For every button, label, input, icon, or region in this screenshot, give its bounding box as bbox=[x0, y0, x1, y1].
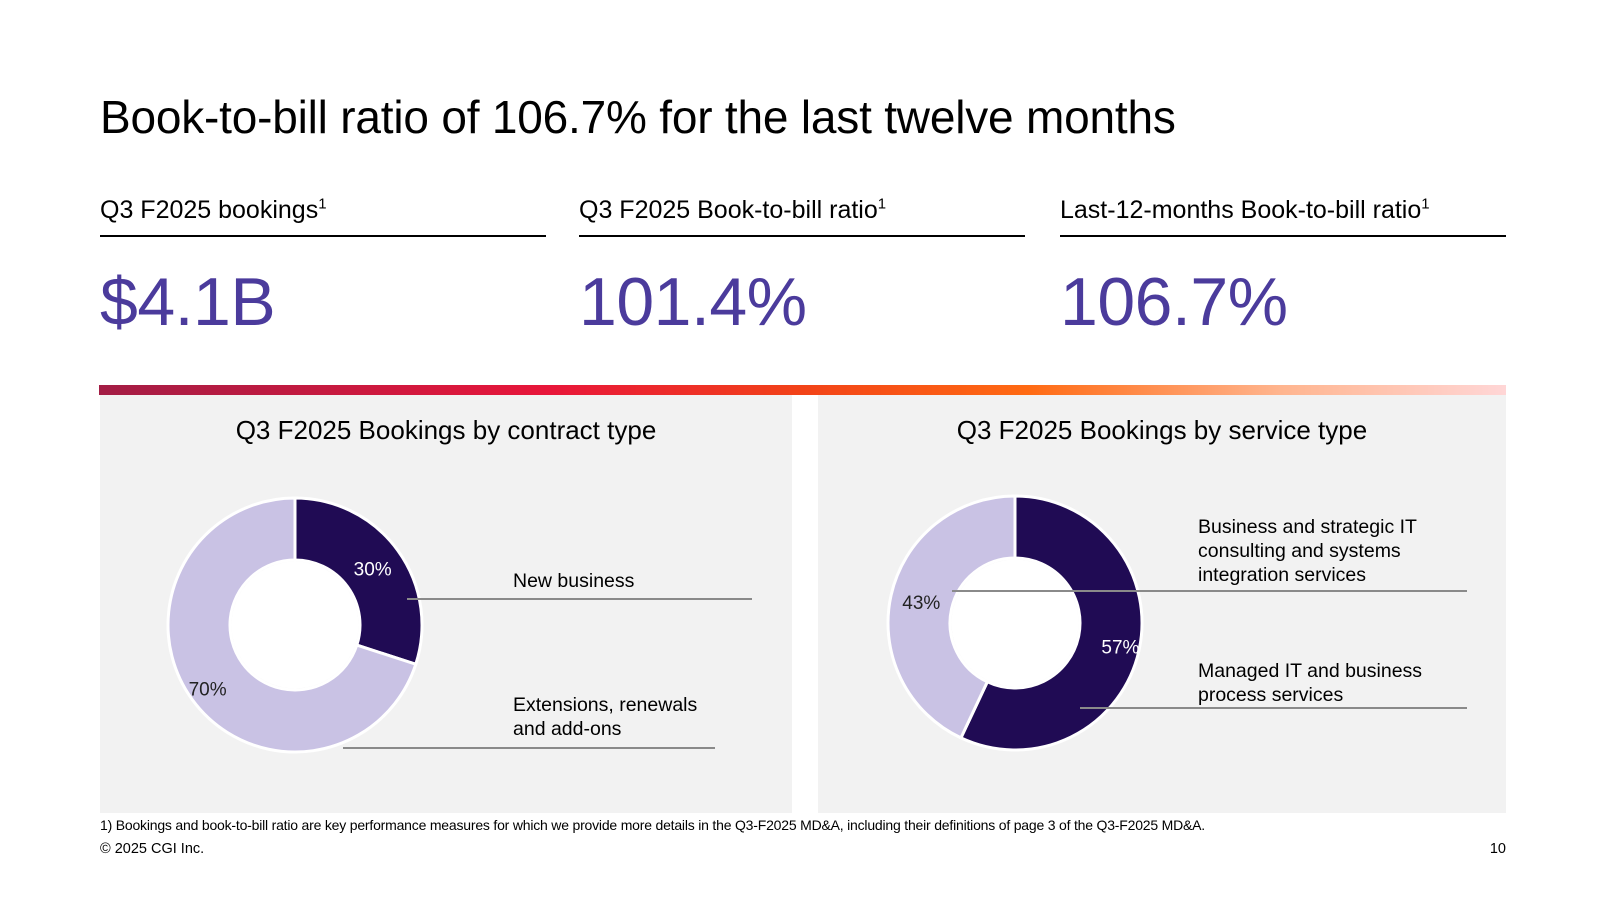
legend-extensions-line2: and add-ons bbox=[513, 718, 622, 740]
leader-line bbox=[1080, 707, 1467, 709]
footnote-marker: 1 bbox=[1421, 195, 1430, 213]
kpi-label: Q3 F2025 Book-to-bill ratio1 bbox=[579, 196, 1025, 237]
donut-slice bbox=[293, 496, 424, 667]
legend-consulting-line3: integration services bbox=[1198, 564, 1366, 586]
donut-slice bbox=[166, 496, 418, 754]
legend-consulting-line2: consulting and systems bbox=[1198, 540, 1401, 562]
chart-title: Q3 F2025 Bookings by service type bbox=[956, 415, 1368, 445]
kpi-book-to-bill-quarter: Q3 F2025 Book-to-bill ratio1 101.4% bbox=[579, 196, 1025, 341]
footnote: 1) Bookings and book-to-bill ratio are k… bbox=[100, 817, 1205, 833]
legend-extensions: Extensions, renewals and add-ons bbox=[513, 693, 697, 741]
kpi-label: Last-12-months Book-to-bill ratio1 bbox=[1060, 196, 1506, 237]
legend-consulting-line1: Business and strategic IT bbox=[1198, 516, 1417, 538]
legend-extensions-line1: Extensions, renewals bbox=[513, 694, 698, 716]
kpi-label-text: Last-12-months Book-to-bill ratio bbox=[1060, 196, 1422, 224]
legend-managed-line1: Managed IT and business bbox=[1198, 660, 1423, 682]
slice-data-label: 43% bbox=[902, 593, 940, 614]
gradient-divider bbox=[99, 385, 1506, 395]
donut-hole bbox=[231, 561, 359, 689]
chart-title: Q3 F2025 Bookings by contract type bbox=[235, 415, 657, 445]
donut-hole bbox=[951, 559, 1079, 687]
kpi-value: 101.4% bbox=[579, 264, 807, 340]
leader-line bbox=[952, 590, 1467, 592]
service-type-donut: 57% 43% bbox=[886, 494, 1144, 752]
leader-line bbox=[343, 747, 715, 749]
leader-line bbox=[407, 598, 752, 600]
copyright: © 2025 CGI Inc. bbox=[100, 841, 205, 857]
kpi-value: $4.1B bbox=[100, 264, 276, 340]
kpi-book-to-bill-ltm: Last-12-months Book-to-bill ratio1 106.7… bbox=[1060, 196, 1506, 341]
contract-type-donut: 30% 70% bbox=[166, 496, 424, 754]
page-title: Book-to-bill ratio of 106.7% for the las… bbox=[100, 91, 1176, 143]
slice-data-label: 30% bbox=[354, 560, 392, 581]
legend-consulting: Business and strategic IT consulting and… bbox=[1198, 515, 1417, 587]
slice-data-label: 57% bbox=[1101, 638, 1139, 659]
service-type-panel: Q3 F2025 Bookings by service type 57% 43%… bbox=[818, 395, 1506, 813]
donut-slice bbox=[958, 494, 1144, 752]
footnote-marker: 1 bbox=[318, 195, 327, 213]
footnote-marker: 1 bbox=[877, 195, 887, 213]
donut-slice bbox=[886, 494, 1017, 740]
legend-managed-line2: process services bbox=[1198, 684, 1344, 706]
page-number: 10 bbox=[1489, 841, 1506, 857]
legend-managed: Managed IT and business process services bbox=[1198, 659, 1422, 707]
kpi-value: 106.7% bbox=[1060, 264, 1288, 340]
kpi-label: Q3 F2025 bookings1 bbox=[100, 196, 546, 237]
contract-type-panel: Q3 F2025 Bookings by contract type 30% 70… bbox=[100, 395, 792, 813]
kpi-label-text: Q3 F2025 bookings bbox=[100, 196, 319, 224]
slice-data-label: 70% bbox=[189, 679, 227, 700]
kpi-label-text: Q3 F2025 Book-to-bill ratio bbox=[579, 196, 878, 224]
kpi-bookings: Q3 F2025 bookings1 $4.1B bbox=[100, 196, 546, 341]
legend-new-business: New business bbox=[513, 570, 635, 592]
